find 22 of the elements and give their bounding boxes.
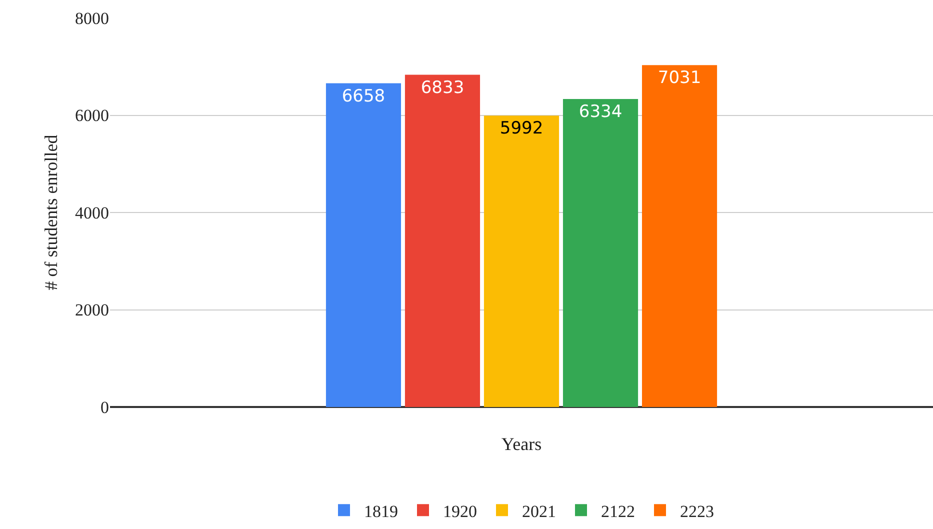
data-label: 6833 xyxy=(420,78,464,98)
legend-label: 2223 xyxy=(680,502,714,521)
legend-label: 1920 xyxy=(443,502,477,521)
y-tick-label: 8000 xyxy=(75,8,109,28)
y-tick-label: 4000 xyxy=(75,203,109,222)
legend-label: 1819 xyxy=(364,502,398,521)
bar xyxy=(484,116,560,407)
x-axis-title: Years xyxy=(501,434,542,454)
bar xyxy=(326,83,402,407)
bar xyxy=(404,74,480,407)
y-tick-label: 2000 xyxy=(75,300,109,320)
data-label: 6334 xyxy=(578,102,622,122)
legend-label: 2021 xyxy=(522,502,556,521)
data-label: 6658 xyxy=(342,86,386,106)
data-label: 5992 xyxy=(500,118,544,139)
legend-label: 2122 xyxy=(601,502,635,521)
y-axis-title: # of students enrolled xyxy=(41,134,62,290)
data-label: 7031 xyxy=(658,68,702,88)
y-tick-label: 6000 xyxy=(75,106,109,126)
bar xyxy=(562,99,638,407)
bar xyxy=(642,65,718,407)
y-tick-label: 0 xyxy=(100,398,109,417)
